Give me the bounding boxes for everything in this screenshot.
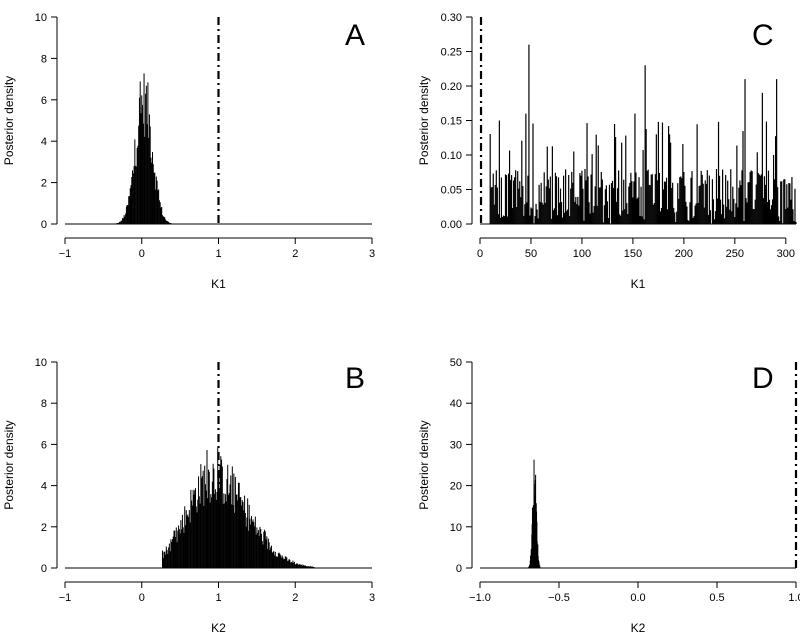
y-tick-label: 8 (41, 398, 47, 410)
x-tick-label: 250 (726, 248, 744, 260)
x-axis-label: K1 (211, 277, 226, 291)
histogram (526, 459, 541, 568)
panel-d: 0 10 20 30 40 50 −1.0 −0.5 0.0 0.5 1.0 K2 Posterior … (417, 357, 800, 635)
x-tick-label: 0 (477, 248, 483, 260)
x-tick-label: 0 (139, 592, 145, 604)
y-tick-label: 50 (450, 357, 462, 369)
x-tick-label: 0.5 (709, 592, 724, 604)
x-axis-label: K1 (631, 277, 646, 291)
panel-letter: D (752, 362, 774, 395)
y-tick-label: 0 (456, 563, 462, 575)
x-axis-label: K2 (211, 621, 226, 635)
y-tick-label: 0.05 (441, 185, 462, 197)
y-tick-label: 0.25 (441, 47, 462, 59)
x-tick-label: 0 (139, 248, 145, 260)
y-tick-label: 40 (450, 398, 462, 410)
panel-c: 0.00 0.05 0.10 0.15 0.20 0.25 0.30 0 50 100 150 200… (417, 12, 797, 291)
x-tick-label: 0.0 (630, 592, 645, 604)
y-tick-label: 30 (450, 439, 462, 451)
x-tick-label: 1.0 (788, 592, 800, 604)
y-tick-label: 0.20 (441, 81, 462, 93)
y-axis-label: Posterior density (417, 420, 431, 509)
x-tick-label: 3 (369, 592, 375, 604)
x-tick-label: 200 (675, 248, 693, 260)
x-tick-label: 3 (369, 248, 375, 260)
y-tick-label: 2 (41, 178, 47, 190)
x-tick-label: 300 (777, 248, 795, 260)
histogram (161, 447, 315, 568)
y-tick-label: 0.15 (441, 116, 462, 128)
y-tick-label: 0.30 (441, 12, 462, 24)
y-tick-label: 6 (41, 95, 47, 107)
x-axis-label: K2 (631, 621, 646, 635)
y-tick-label: 6 (41, 439, 47, 451)
y-tick-label: 8 (41, 53, 47, 65)
panel-b: 0 2 4 6 8 10 −1 0 1 2 3 K2 Posterior density B (2, 357, 375, 635)
x-tick-label: −1 (59, 592, 72, 604)
y-tick-label: 4 (41, 481, 47, 493)
y-axis-label: Posterior density (2, 420, 16, 509)
y-axis-label: Posterior density (2, 76, 16, 165)
x-tick-label: −1.0 (469, 592, 491, 604)
y-tick-label: 2 (41, 522, 47, 534)
y-axis-label: Posterior density (417, 76, 431, 165)
y-tick-label: 4 (41, 136, 47, 148)
x-tick-label: 1 (215, 248, 221, 260)
y-tick-label: 0 (41, 563, 47, 575)
x-tick-label: 50 (525, 248, 537, 260)
panel-a: 0 2 4 6 8 10 −1 0 1 2 3 K1 Posterior density A (2, 12, 375, 291)
y-tick-label: 20 (450, 481, 462, 493)
x-tick-label: 150 (624, 248, 642, 260)
y-tick-label: 0.00 (441, 219, 462, 231)
x-tick-label: −0.5 (548, 592, 570, 604)
y-tick-label: 0.10 (441, 150, 462, 162)
x-tick-label: 2 (292, 592, 298, 604)
x-tick-label: −1 (59, 248, 72, 260)
x-tick-label: 1 (215, 592, 221, 604)
x-tick-label: 100 (573, 248, 591, 260)
panel-letter: A (345, 19, 365, 52)
histogram (112, 73, 172, 224)
x-tick-label: 2 (292, 248, 298, 260)
y-tick-label: 10 (35, 12, 47, 24)
y-tick-label: 0 (41, 219, 47, 231)
panel-letter: C (752, 19, 774, 52)
y-tick-label: 10 (450, 522, 462, 534)
y-tick-label: 10 (35, 357, 47, 369)
histogram (489, 44, 797, 224)
panel-letter: B (345, 362, 365, 395)
